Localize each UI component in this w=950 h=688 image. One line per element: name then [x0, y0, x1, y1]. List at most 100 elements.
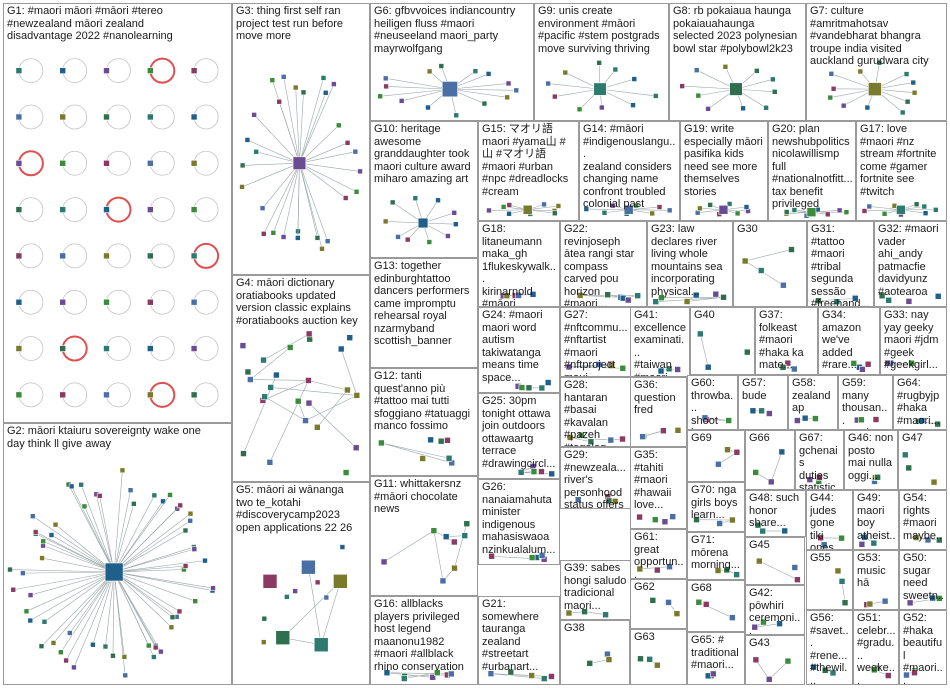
node-icon[interactable]	[383, 669, 391, 677]
node-icon[interactable]	[723, 566, 731, 574]
node-icon[interactable]	[515, 292, 522, 299]
node-icon[interactable]	[812, 415, 819, 422]
node-icon[interactable]	[934, 420, 941, 428]
node-icon[interactable]	[876, 59, 883, 66]
node-icon[interactable]	[815, 297, 822, 305]
node-icon[interactable]	[911, 669, 918, 677]
node-icon[interactable]	[439, 577, 447, 585]
node-icon[interactable]	[743, 348, 751, 356]
node-icon[interactable]	[649, 210, 655, 217]
node-icon[interactable]	[607, 436, 615, 444]
node-icon[interactable]	[661, 518, 669, 526]
node-icon[interactable]	[861, 208, 868, 214]
node-icon[interactable]	[714, 567, 722, 574]
node-icon[interactable]	[724, 446, 731, 453]
node-icon[interactable]	[276, 98, 283, 105]
node-icon[interactable]	[660, 427, 667, 435]
node-icon[interactable]	[323, 594, 330, 601]
node-icon[interactable]	[540, 675, 548, 682]
node-icon[interactable]	[901, 451, 909, 459]
node-icon[interactable]	[850, 360, 858, 367]
node-icon[interactable]	[791, 365, 798, 373]
node-icon[interactable]	[441, 81, 458, 98]
node-icon[interactable]	[908, 359, 915, 367]
node-icon[interactable]	[103, 298, 110, 306]
node-icon[interactable]	[701, 414, 709, 422]
node-icon[interactable]	[167, 492, 173, 498]
node-icon[interactable]	[729, 82, 743, 96]
node-icon[interactable]	[445, 233, 451, 239]
node-icon[interactable]	[29, 513, 36, 519]
node-icon[interactable]	[936, 595, 943, 602]
node-icon[interactable]	[15, 67, 23, 74]
node-icon[interactable]	[665, 599, 672, 606]
node-icon[interactable]	[488, 552, 495, 560]
node-icon[interactable]	[352, 444, 360, 452]
node-icon[interactable]	[634, 292, 641, 299]
node-icon[interactable]	[261, 615, 268, 622]
node-icon[interactable]	[759, 527, 767, 535]
node-icon[interactable]	[305, 377, 312, 384]
node-icon[interactable]	[771, 89, 778, 95]
node-icon[interactable]	[656, 204, 663, 210]
node-icon[interactable]	[147, 391, 154, 399]
node-icon[interactable]	[305, 330, 313, 338]
node-icon[interactable]	[652, 298, 660, 305]
node-icon[interactable]	[791, 564, 799, 571]
node-icon[interactable]	[382, 218, 389, 225]
node-icon[interactable]	[604, 291, 612, 299]
node-icon[interactable]	[538, 384, 546, 392]
node-icon[interactable]	[868, 82, 882, 96]
node-icon[interactable]	[679, 83, 685, 89]
node-icon[interactable]	[518, 384, 526, 391]
node-icon[interactable]	[778, 448, 786, 456]
node-icon[interactable]	[702, 601, 710, 608]
node-icon[interactable]	[733, 571, 740, 578]
node-icon[interactable]	[513, 87, 520, 94]
node-icon[interactable]	[253, 148, 260, 155]
node-icon[interactable]	[528, 554, 536, 561]
node-icon[interactable]	[922, 210, 929, 216]
node-icon[interactable]	[726, 201, 733, 207]
node-icon[interactable]	[864, 104, 871, 111]
node-icon[interactable]	[758, 407, 765, 415]
node-icon[interactable]	[934, 293, 942, 300]
node-icon[interactable]	[834, 567, 842, 575]
node-icon[interactable]	[239, 162, 246, 169]
node-icon[interactable]	[829, 669, 837, 677]
node-icon[interactable]	[836, 207, 843, 214]
node-icon[interactable]	[177, 502, 184, 509]
node-icon[interactable]	[565, 609, 573, 617]
node-icon[interactable]	[160, 498, 166, 505]
node-icon[interactable]	[718, 204, 729, 215]
node-icon[interactable]	[103, 252, 110, 260]
node-icon[interactable]	[555, 203, 562, 209]
node-icon[interactable]	[651, 516, 659, 523]
node-icon[interactable]	[151, 492, 158, 499]
node-icon[interactable]	[828, 71, 835, 77]
node-icon[interactable]	[59, 252, 67, 260]
node-icon[interactable]	[352, 148, 359, 155]
node-icon[interactable]	[292, 156, 307, 170]
node-icon[interactable]	[740, 105, 746, 112]
node-icon[interactable]	[339, 544, 346, 550]
node-icon[interactable]	[32, 529, 39, 535]
node-icon[interactable]	[451, 564, 458, 572]
node-icon[interactable]	[657, 367, 665, 375]
node-icon[interactable]	[752, 469, 760, 476]
node-icon[interactable]	[451, 209, 458, 216]
node-icon[interactable]	[452, 221, 459, 228]
node-icon[interactable]	[784, 657, 792, 665]
node-icon[interactable]	[870, 539, 878, 547]
node-icon[interactable]	[425, 104, 431, 111]
node-icon[interactable]	[284, 594, 290, 600]
node-icon[interactable]	[103, 391, 110, 399]
node-icon[interactable]	[447, 670, 455, 678]
node-icon[interactable]	[820, 541, 828, 548]
node-icon[interactable]	[666, 207, 673, 214]
node-icon[interactable]	[378, 439, 385, 447]
node-icon[interactable]	[548, 673, 555, 680]
node-icon[interactable]	[752, 656, 760, 664]
node-icon[interactable]	[654, 661, 661, 669]
node-icon[interactable]	[131, 501, 137, 507]
